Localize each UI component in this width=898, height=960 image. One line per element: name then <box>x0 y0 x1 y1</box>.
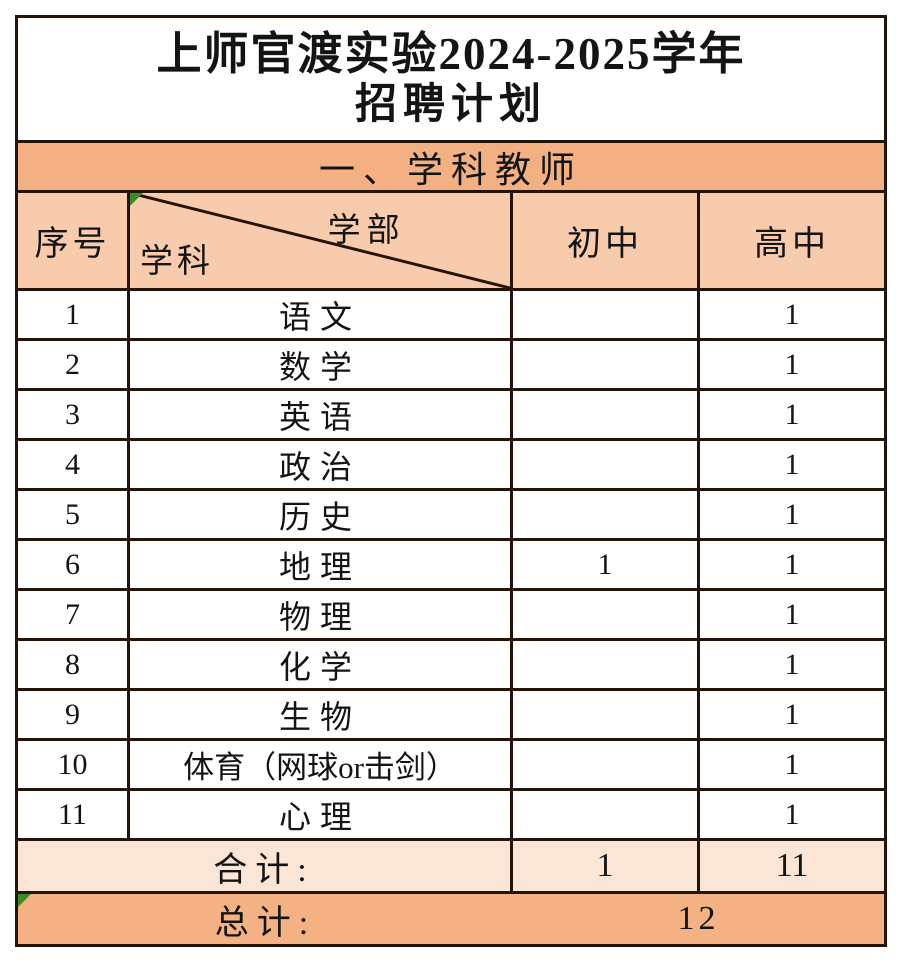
cell-no: 6 <box>18 541 130 588</box>
page-subtitle: 招聘计划 <box>354 81 547 128</box>
cell-no: 8 <box>18 641 130 688</box>
cell-subject: 体育（网球or击剑） <box>130 741 513 788</box>
cell-junior <box>513 341 700 388</box>
cell-subject: 化学 <box>130 641 513 688</box>
table-row: 11 心理 1 <box>18 791 884 841</box>
cell-senior: 1 <box>784 447 800 481</box>
subtotal-label: 合计: <box>18 841 513 891</box>
total-label: 总计: <box>214 904 317 942</box>
cell-senior: 1 <box>784 297 800 331</box>
subtotal-row: 合计: 1 11 <box>18 841 884 894</box>
cell-no: 4 <box>18 441 130 488</box>
cell-senior: 1 <box>784 747 800 781</box>
cell-senior: 1 <box>784 597 800 631</box>
cell-junior <box>513 441 700 488</box>
cell-junior <box>513 491 700 538</box>
cell-junior <box>513 641 700 688</box>
table-row: 3 英语 1 <box>18 391 884 441</box>
page-title: 上师官渡实验2024-2025学年 <box>156 29 746 80</box>
table-row: 9 生物 1 <box>18 691 884 741</box>
header-diagonal-cell: 学部 学科 <box>130 193 513 288</box>
header-dept: 学部 <box>327 213 406 249</box>
total-value: 12 <box>677 900 720 937</box>
header-no: 序号 <box>18 193 130 288</box>
table-row: 7 物理 1 <box>18 591 884 641</box>
cell-senior: 1 <box>784 497 800 531</box>
cell-subject: 历史 <box>130 491 513 538</box>
cell-senior: 1 <box>784 697 800 731</box>
cell-no: 9 <box>18 691 130 738</box>
table-row: 8 化学 1 <box>18 641 884 691</box>
header-junior: 初中 <box>513 193 700 288</box>
cell-no: 7 <box>18 591 130 638</box>
table-row: 2 数学 1 <box>18 341 884 391</box>
cell-error-marker-icon <box>130 193 143 206</box>
cell-subject: 物理 <box>130 591 513 638</box>
title-block: 上师官渡实验2024-2025学年 招聘计划 <box>18 18 884 143</box>
recruitment-plan-sheet: 上师官渡实验2024-2025学年 招聘计划 一、学科教师 序号 学部 学科 初… <box>15 15 887 947</box>
table-row: 1 语文 1 <box>18 291 884 341</box>
cell-subject: 政治 <box>130 441 513 488</box>
diagonal-divider <box>130 193 510 288</box>
cell-no: 10 <box>18 741 130 788</box>
cell-junior <box>513 691 700 738</box>
table-header-row: 序号 学部 学科 初中 高中 <box>18 193 884 291</box>
cell-junior: 1 <box>513 541 700 588</box>
cell-senior: 1 <box>784 797 800 831</box>
header-subject: 学科 <box>140 244 214 280</box>
cell-senior: 1 <box>784 347 800 381</box>
section-header: 一、学科教师 <box>18 143 884 193</box>
table-row: 4 政治 1 <box>18 441 884 491</box>
cell-subject: 数学 <box>130 341 513 388</box>
table-row: 5 历史 1 <box>18 491 884 541</box>
cell-no: 11 <box>18 791 130 838</box>
table-body: 1 语文 1 2 数学 1 3 英语 1 4 政治 1 5 历史 1 <box>18 291 884 841</box>
cell-no: 3 <box>18 391 130 438</box>
cell-no: 2 <box>18 341 130 388</box>
cell-junior <box>513 741 700 788</box>
table-row: 10 体育（网球or击剑） 1 <box>18 741 884 791</box>
cell-junior <box>513 791 700 838</box>
cell-error-marker-icon <box>18 894 31 907</box>
cell-junior <box>513 591 700 638</box>
subtotal-junior: 1 <box>513 841 700 891</box>
cell-subject: 心理 <box>130 791 513 838</box>
cell-subject: 语文 <box>130 291 513 338</box>
table-row: 6 地理 1 1 <box>18 541 884 591</box>
cell-junior <box>513 391 700 438</box>
cell-senior: 1 <box>784 647 800 681</box>
cell-subject: 地理 <box>130 541 513 588</box>
cell-senior: 1 <box>784 397 800 431</box>
cell-no: 1 <box>18 291 130 338</box>
subtotal-senior: 11 <box>775 847 809 884</box>
header-senior: 高中 <box>754 226 830 263</box>
total-row: 总计: 12 <box>18 894 884 944</box>
cell-subject: 生物 <box>130 691 513 738</box>
cell-senior: 1 <box>784 547 800 581</box>
cell-no: 5 <box>18 491 130 538</box>
cell-junior <box>513 291 700 338</box>
cell-subject: 英语 <box>130 391 513 438</box>
